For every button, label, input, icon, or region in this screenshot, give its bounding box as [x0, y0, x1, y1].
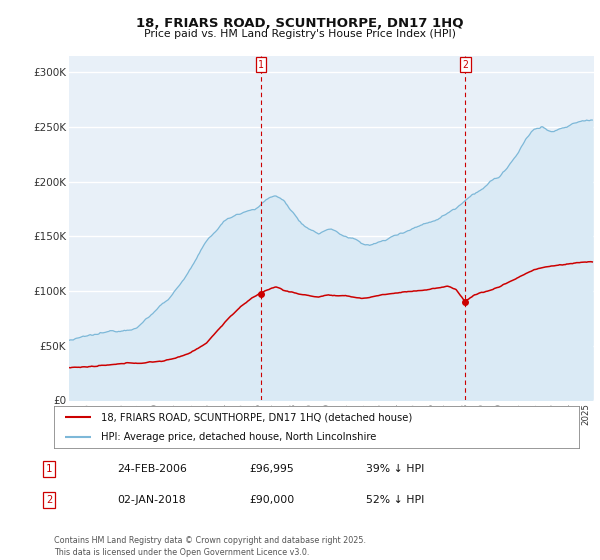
- Text: 18, FRIARS ROAD, SCUNTHORPE, DN17 1HQ: 18, FRIARS ROAD, SCUNTHORPE, DN17 1HQ: [136, 17, 464, 30]
- Text: 02-JAN-2018: 02-JAN-2018: [117, 495, 185, 505]
- Text: £96,995: £96,995: [249, 464, 294, 474]
- Text: 2: 2: [46, 495, 52, 505]
- Text: Contains HM Land Registry data © Crown copyright and database right 2025.
This d: Contains HM Land Registry data © Crown c…: [54, 536, 366, 557]
- Text: £90,000: £90,000: [249, 495, 294, 505]
- Text: 2: 2: [463, 60, 468, 70]
- Text: HPI: Average price, detached house, North Lincolnshire: HPI: Average price, detached house, Nort…: [101, 432, 377, 442]
- Text: 24-FEB-2006: 24-FEB-2006: [117, 464, 187, 474]
- Text: 18, FRIARS ROAD, SCUNTHORPE, DN17 1HQ (detached house): 18, FRIARS ROAD, SCUNTHORPE, DN17 1HQ (d…: [101, 412, 413, 422]
- Text: 1: 1: [258, 60, 264, 70]
- Text: 39% ↓ HPI: 39% ↓ HPI: [366, 464, 424, 474]
- Text: 1: 1: [46, 464, 52, 474]
- Text: 52% ↓ HPI: 52% ↓ HPI: [366, 495, 424, 505]
- Text: Price paid vs. HM Land Registry's House Price Index (HPI): Price paid vs. HM Land Registry's House …: [144, 29, 456, 39]
